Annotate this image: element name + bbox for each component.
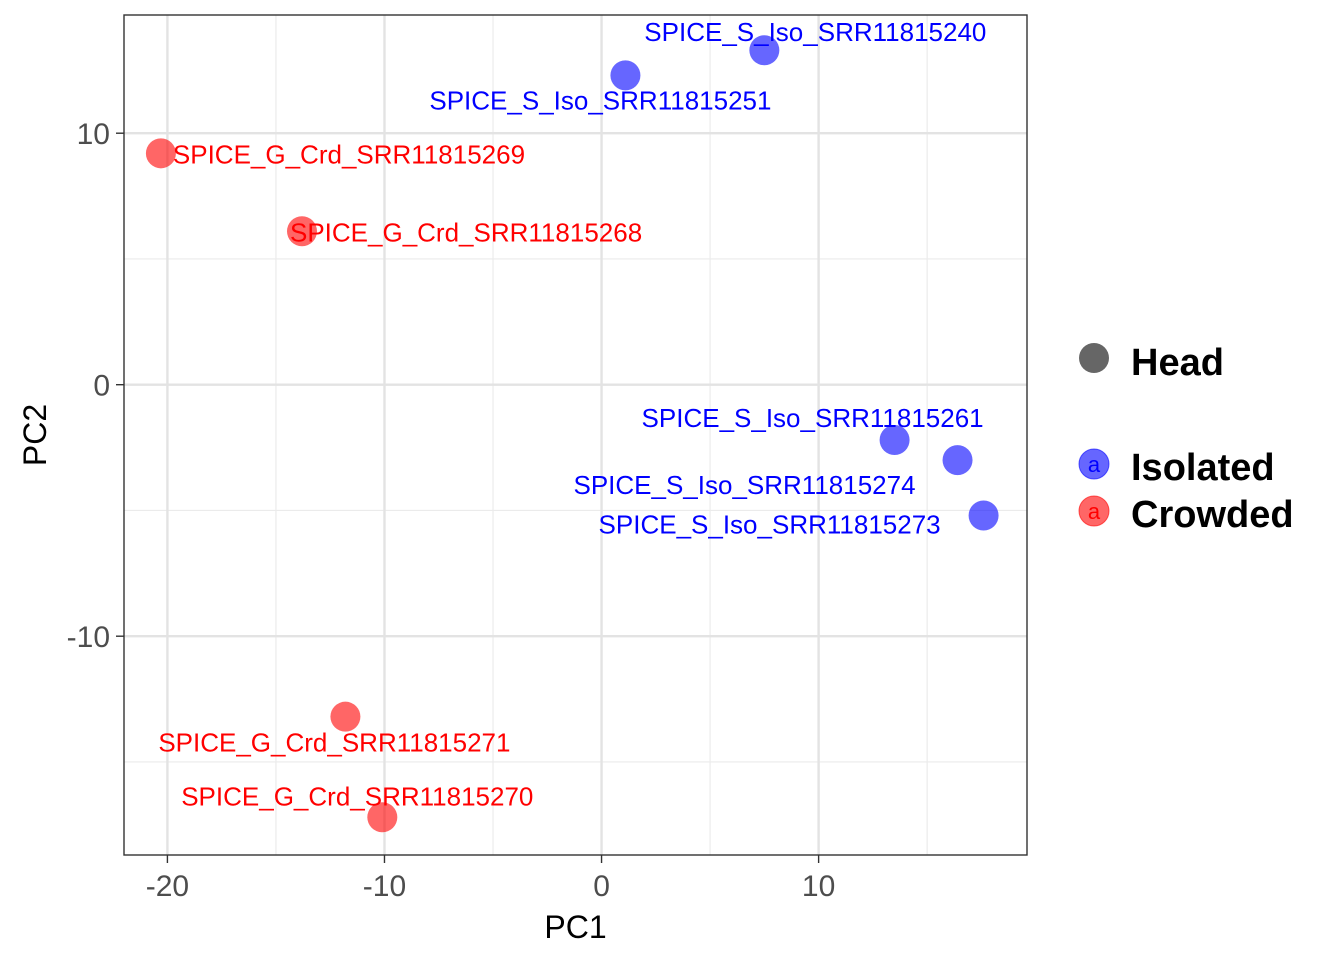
y-tick-label: -10 bbox=[67, 621, 110, 654]
point-isolated bbox=[879, 425, 910, 456]
point-label: SPICE_G_Crd_SRR11815269 bbox=[173, 139, 525, 169]
legend-key-isolated bbox=[1078, 448, 1110, 480]
data-points bbox=[145, 35, 999, 833]
legend-key-glyph: a bbox=[1088, 499, 1101, 524]
panel-border bbox=[123, 14, 1028, 856]
axes: -20 -10 0 10 -10 0 10 bbox=[67, 118, 836, 903]
grid-minor bbox=[124, 15, 1027, 855]
point-crowded bbox=[367, 802, 398, 833]
point-crowded bbox=[286, 216, 317, 247]
legend-shape-title: Head bbox=[1131, 342, 1224, 384]
x-tick-label: 10 bbox=[802, 870, 835, 903]
point-crowded bbox=[330, 701, 361, 732]
point-label: SPICE_G_Crd_SRR11815271 bbox=[158, 728, 510, 758]
point-label: SPICE_S_Iso_SRR11815251 bbox=[429, 85, 771, 115]
y-tick-label: 0 bbox=[93, 370, 110, 403]
point-crowded bbox=[145, 138, 176, 169]
x-tick-label: -10 bbox=[363, 870, 406, 903]
x-tick-label: 0 bbox=[593, 870, 610, 903]
y-axis-title: PC2 bbox=[17, 404, 53, 466]
y-tick-label: 10 bbox=[77, 118, 110, 151]
grid-major bbox=[124, 15, 1027, 855]
legend-key-crowded bbox=[1078, 495, 1110, 527]
point-isolated bbox=[610, 60, 641, 91]
point-label: SPICE_S_Iso_SRR11815274 bbox=[573, 470, 915, 500]
point-label: SPICE_S_Iso_SRR11815261 bbox=[642, 403, 984, 433]
x-axis-title: PC1 bbox=[544, 909, 606, 945]
legend-shape-key bbox=[1079, 343, 1109, 373]
point-isolated bbox=[968, 500, 999, 531]
legend-key-glyph: a bbox=[1088, 452, 1101, 477]
point-label: SPICE_S_Iso_SRR11815273 bbox=[599, 509, 941, 539]
legend-label-crowded: Crowded bbox=[1131, 494, 1294, 536]
point-label: SPICE_G_Crd_SRR11815270 bbox=[181, 781, 533, 811]
x-tick-label: -20 bbox=[146, 870, 189, 903]
legend-label-isolated: Isolated bbox=[1131, 447, 1275, 489]
point-labels: SPICE_S_Iso_SRR11815240 SPICE_S_Iso_SRR11… bbox=[158, 17, 986, 811]
point-isolated bbox=[749, 35, 780, 66]
point-isolated bbox=[942, 445, 973, 476]
point-label: SPICE_S_Iso_SRR11815240 bbox=[644, 17, 986, 47]
point-label: SPICE_G_Crd_SRR11815268 bbox=[290, 217, 642, 247]
legend: Head a Isolated a Crowded bbox=[1078, 342, 1294, 536]
